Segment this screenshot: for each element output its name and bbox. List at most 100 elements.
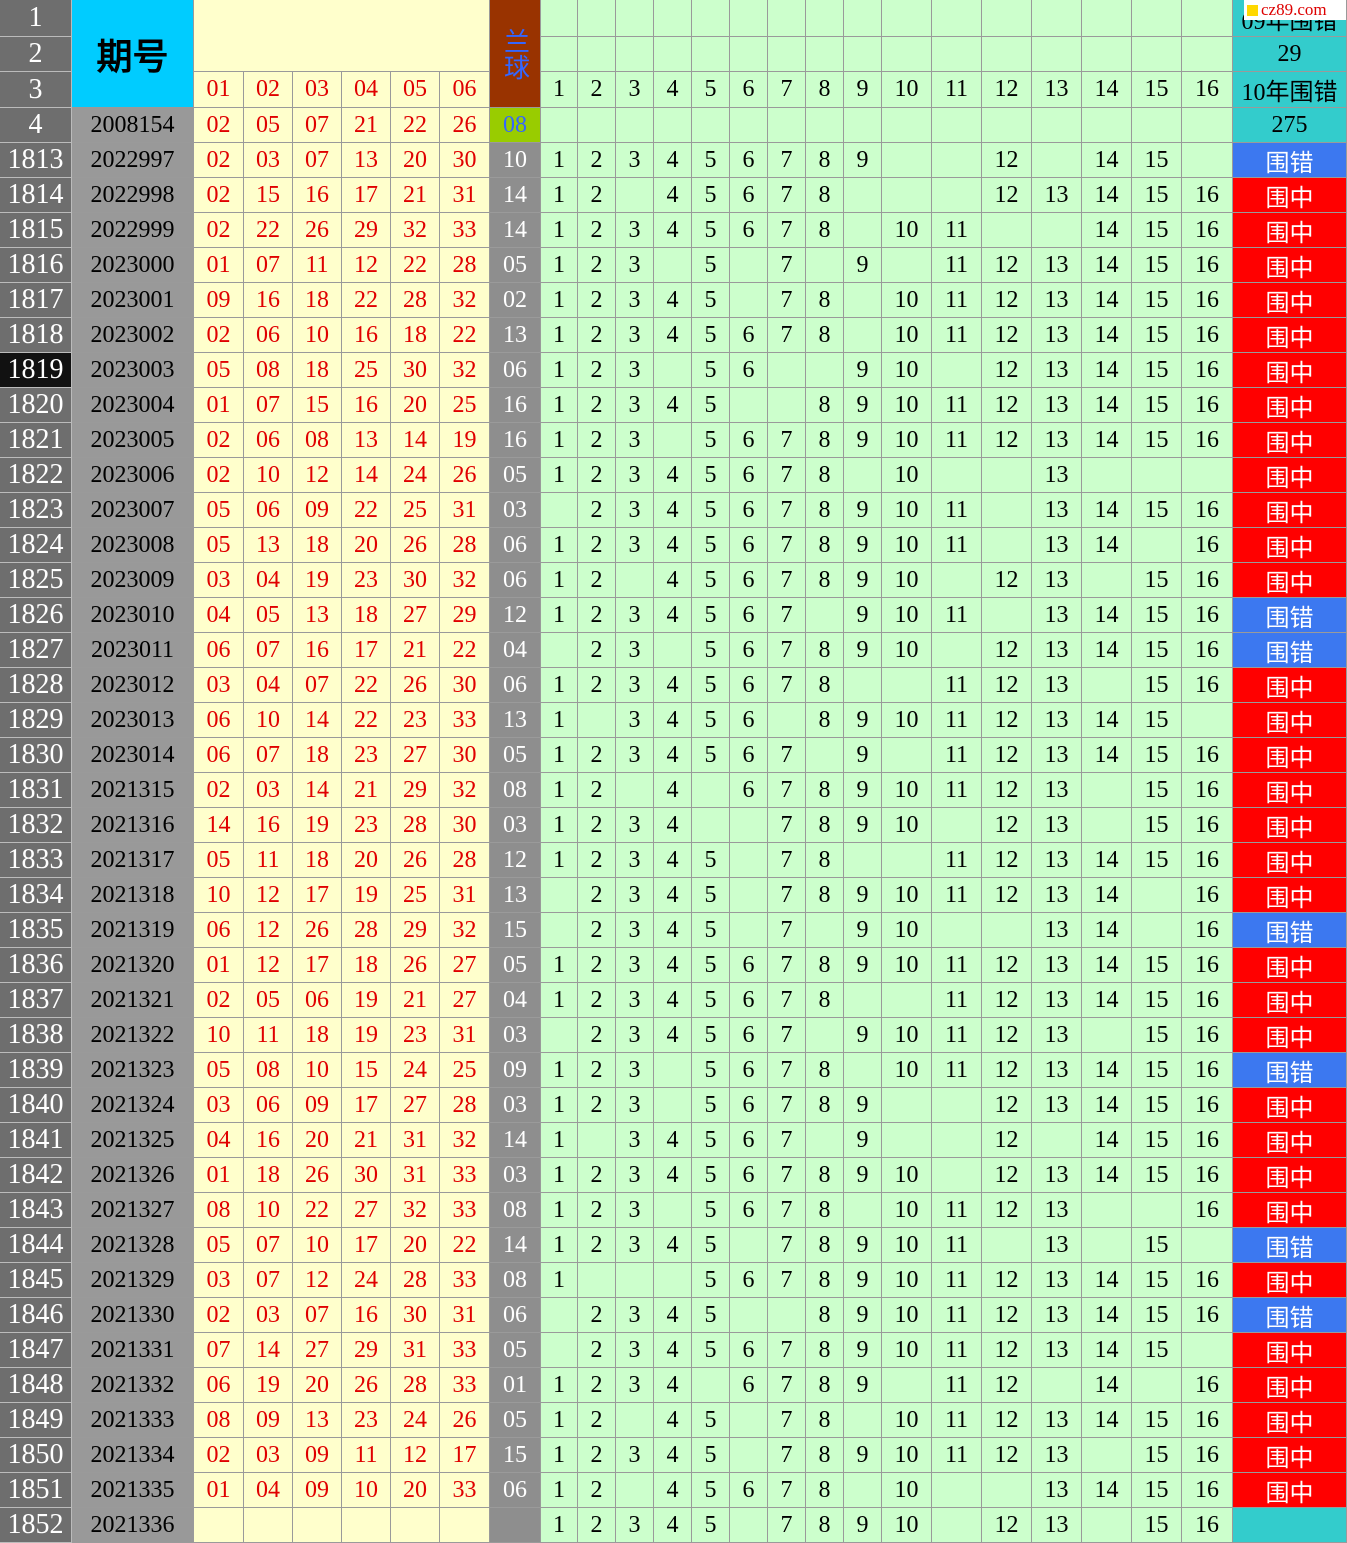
row-number: 1823: [0, 493, 72, 528]
grid-cell: 10: [882, 528, 932, 563]
red-ball: 23: [391, 1018, 440, 1053]
grid-cell: [844, 318, 882, 353]
grid-cell: 15: [1132, 1088, 1182, 1123]
grid-cell: 1: [541, 668, 578, 703]
grid-cell: [982, 458, 1032, 493]
row-number: 1827: [0, 633, 72, 668]
row-number: 1814: [0, 178, 72, 213]
red-ball: 02: [194, 213, 244, 248]
red-ball: 30: [440, 668, 490, 703]
grid-cell: 3: [616, 1438, 654, 1473]
grid-cell: [982, 108, 1032, 143]
issue: 2021320: [72, 948, 194, 983]
red-ball: 05: [194, 493, 244, 528]
grid-cell: [768, 0, 806, 37]
grid-cell: [692, 1368, 730, 1403]
grid-cell: 5: [692, 598, 730, 633]
grid-cell: [1032, 108, 1082, 143]
result: 围中: [1233, 458, 1347, 493]
red-ball: 26: [440, 458, 490, 493]
grid-cell: 3: [616, 878, 654, 913]
grid-cell: 6: [730, 1263, 768, 1298]
red-ball: 14: [194, 808, 244, 843]
grid-cell: 12: [982, 318, 1032, 353]
red-ball: 14: [391, 423, 440, 458]
grid-cell: 9: [844, 1333, 882, 1368]
row-number: 1849: [0, 1403, 72, 1438]
grid-cell: [730, 878, 768, 913]
grid-cell: 12: [982, 633, 1032, 668]
grid-cell: [616, 1403, 654, 1438]
grid-cell: [616, 1473, 654, 1508]
result: 围中: [1233, 878, 1347, 913]
grid-cell: [882, 1088, 932, 1123]
grid-cell: 7: [768, 633, 806, 668]
blue-ball: 03: [490, 493, 541, 528]
grid-cell: 14: [1082, 598, 1132, 633]
grid-cell: 9: [844, 1263, 882, 1298]
stat: 275: [1233, 108, 1347, 143]
grid-cell: [541, 1333, 578, 1368]
red-ball: 06: [244, 1088, 293, 1123]
red-ball: 12: [293, 458, 342, 493]
blue-ball: 01: [490, 1368, 541, 1403]
grid-cell: [806, 0, 844, 37]
grid-cell: 9: [844, 1123, 882, 1158]
grid-cell: 14: [1082, 1088, 1132, 1123]
grid-cell: [1182, 143, 1233, 178]
grid-cell: 14: [1082, 1403, 1132, 1438]
red-ball: 32: [440, 913, 490, 948]
blue-ball: 14: [490, 213, 541, 248]
grid-cell: [1082, 1438, 1132, 1473]
grid-cell: 10: [882, 388, 932, 423]
grid-cell: 5: [692, 213, 730, 248]
grid-cell: 9: [844, 353, 882, 388]
red-ball: 31: [440, 878, 490, 913]
grid-cell: 3: [616, 738, 654, 773]
red-ball: 17: [293, 948, 342, 983]
blue-ball: 13: [490, 878, 541, 913]
red-ball: 06: [194, 913, 244, 948]
grid-cell: 15: [1132, 1053, 1182, 1088]
grid-cell: 6: [730, 528, 768, 563]
column-label: 10: [882, 72, 932, 108]
grid-cell: [730, 913, 768, 948]
issue: 2021326: [72, 1158, 194, 1193]
red-ball: 03: [244, 143, 293, 178]
red-ball: 18: [244, 1158, 293, 1193]
grid-cell: [882, 843, 932, 878]
grid-cell: [932, 1508, 982, 1543]
grid-cell: 5: [692, 283, 730, 318]
grid-cell: 10: [882, 353, 932, 388]
row-number: 1851: [0, 1473, 72, 1508]
grid-cell: 3: [616, 1053, 654, 1088]
grid-cell: 13: [1032, 773, 1082, 808]
blue-ball: 08: [490, 108, 541, 143]
grid-cell: 4: [654, 1368, 692, 1403]
blue-label: 兰球: [490, 0, 541, 108]
grid-cell: 5: [692, 1333, 730, 1368]
grid-cell: 10: [882, 213, 932, 248]
grid-cell: 9: [844, 143, 882, 178]
grid-cell: 7: [768, 1123, 806, 1158]
grid-cell: [844, 1053, 882, 1088]
grid-cell: 16: [1182, 1438, 1233, 1473]
grid-cell: 14: [1082, 913, 1132, 948]
grid-cell: [654, 248, 692, 283]
grid-cell: 7: [768, 1018, 806, 1053]
grid-cell: 12: [982, 1333, 1032, 1368]
grid-cell: 1: [541, 1123, 578, 1158]
grid-cell: 15: [1132, 563, 1182, 598]
grid-cell: [654, 0, 692, 37]
grid-cell: 14: [1082, 283, 1132, 318]
grid-cell: [616, 0, 654, 37]
red-ball: 31: [440, 493, 490, 528]
issue: 2021315: [72, 773, 194, 808]
red-ball: 19: [293, 563, 342, 598]
grid-cell: 16: [1182, 1508, 1233, 1543]
grid-cell: 2: [578, 528, 616, 563]
grid-cell: [730, 108, 768, 143]
grid-cell: 3: [616, 353, 654, 388]
red-ball: 01: [194, 248, 244, 283]
red-ball: [293, 1508, 342, 1543]
